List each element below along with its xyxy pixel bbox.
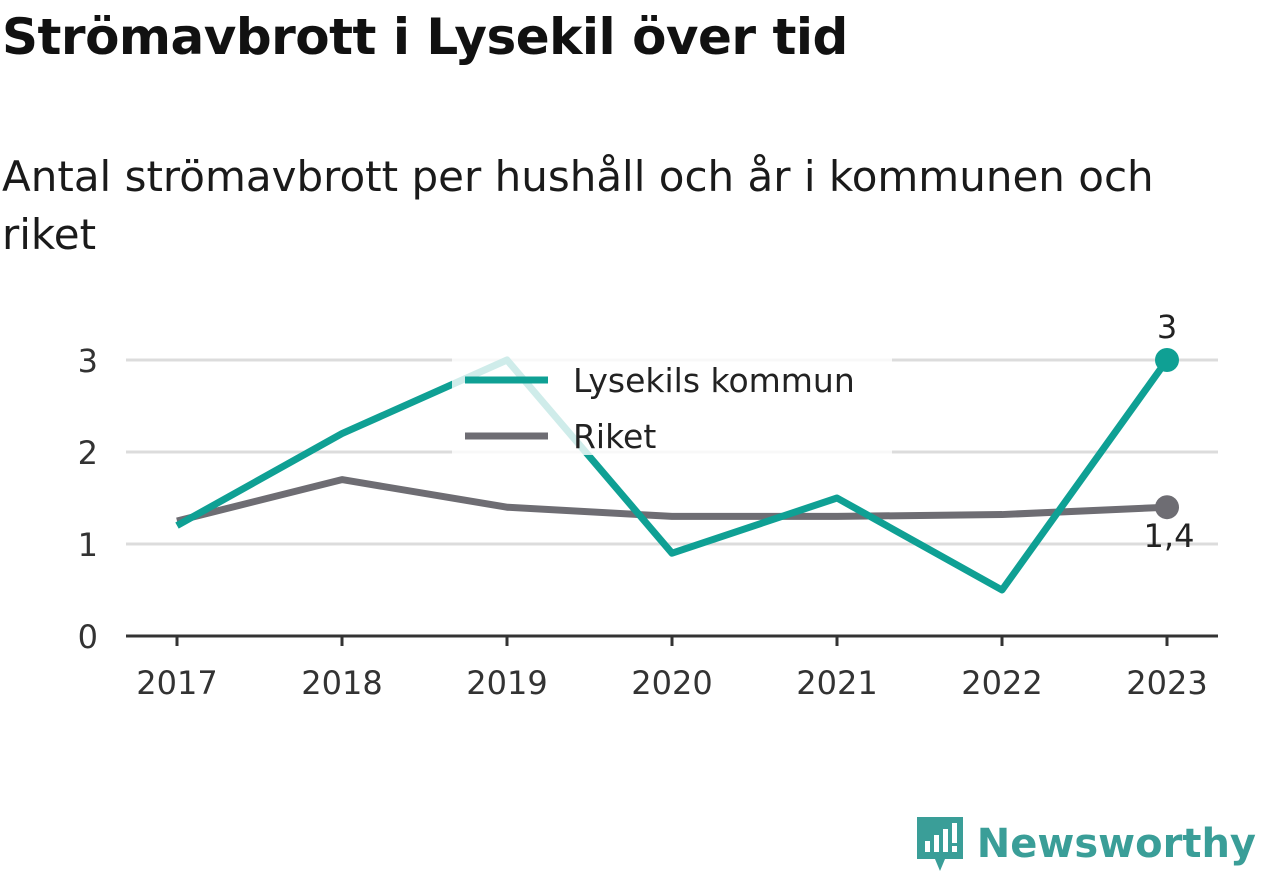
end-labels: 31,4 [1144, 308, 1195, 555]
x-tick-label: 2017 [136, 664, 217, 702]
y-tick-label: 3 [78, 342, 98, 380]
legend: Lysekils kommun Riket [452, 355, 892, 456]
y-tick-label: 1 [78, 526, 98, 564]
series-line [176, 476, 1168, 525]
series-line [175, 356, 1170, 594]
chart-title: Strömavbrott i Lysekil över tid [2, 8, 848, 66]
x-tick-label: 2021 [796, 664, 877, 702]
newsworthy-logo-icon [916, 817, 963, 871]
brand-name: Newsworthy [976, 821, 1256, 867]
x-tick-label: 2018 [301, 664, 382, 702]
x-tick-label: 2019 [466, 664, 547, 702]
end-point-marker [1155, 348, 1179, 372]
x-axis-ticks: 2017 2018 2019 2020 2021 2022 2023 [136, 636, 1208, 702]
y-tick-label: 0 [78, 618, 98, 656]
legend-label: Lysekils kommun [573, 361, 855, 400]
end-value-label: 1,4 [1144, 517, 1195, 555]
y-axis-ticks: 0 1 2 3 [78, 342, 98, 656]
end-value-label: 3 [1157, 308, 1177, 346]
x-tick-label: 2023 [1126, 664, 1207, 702]
x-tick-label: 2020 [631, 664, 712, 702]
y-tick-label: 2 [78, 434, 98, 472]
chart-subtitle: Antal strömavbrott per hushåll och år i … [2, 152, 1154, 259]
x-tick-label: 2022 [961, 664, 1042, 702]
brand-logo: Newsworthy [915, 815, 1256, 873]
series-lines [175, 356, 1170, 594]
legend-label: Riket [573, 417, 656, 456]
end-point-marker [1155, 495, 1179, 520]
